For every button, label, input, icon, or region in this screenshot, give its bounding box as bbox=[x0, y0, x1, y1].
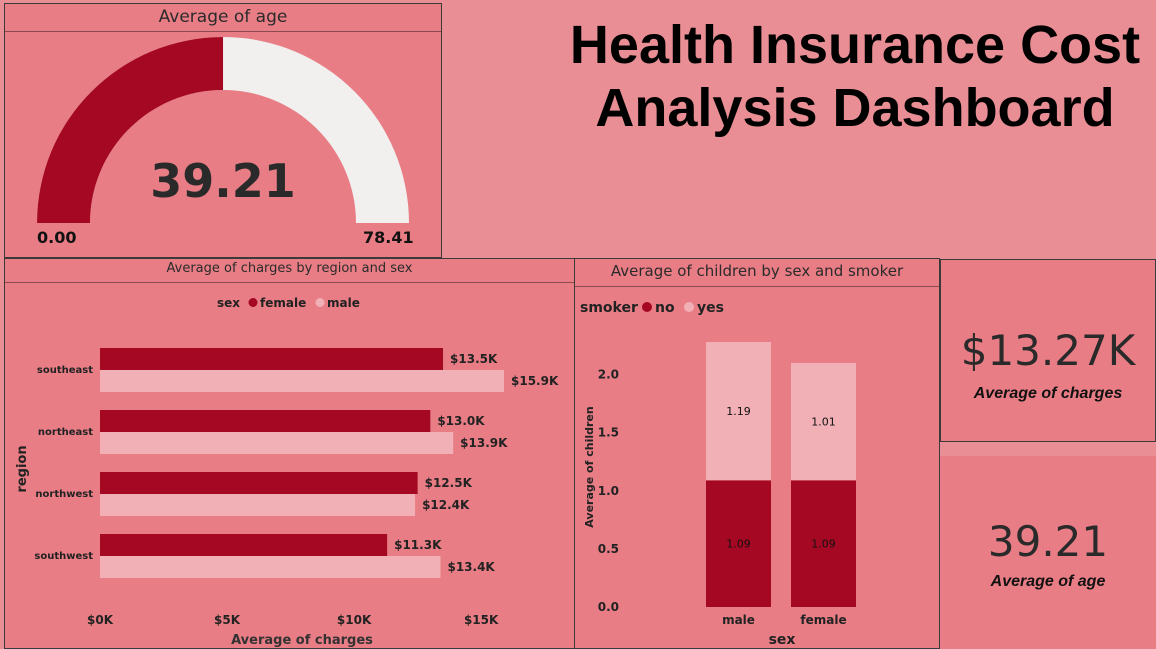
y-axis-title: region bbox=[15, 445, 30, 492]
y-tick-label: 2.0 bbox=[598, 368, 619, 382]
legend-swatch-no bbox=[642, 302, 652, 312]
data-label-yes-female: 1.01 bbox=[811, 416, 836, 429]
data-label-yes-male: 1.19 bbox=[726, 405, 751, 418]
bar-male-northeast[interactable] bbox=[100, 432, 454, 454]
data-label-male-southeast: $15.9K bbox=[511, 374, 559, 388]
bar-female-southeast[interactable] bbox=[100, 348, 444, 370]
smoker-legend: smoker no yes bbox=[580, 300, 724, 316]
charges-by-region-panel: Average of charges by region and sex sex… bbox=[4, 258, 575, 649]
gauge-panel: Average of age 39.21 0.00 78.41 bbox=[4, 3, 442, 258]
column-yes-female[interactable] bbox=[791, 362, 856, 481]
data-label-male-southwest: $13.4K bbox=[447, 560, 495, 574]
data-label-female-southeast: $13.5K bbox=[450, 352, 498, 366]
children-title-divider bbox=[575, 286, 939, 287]
gauge-fill bbox=[37, 37, 224, 224]
children-chart-title: Average of children by sex and smoker bbox=[610, 262, 904, 280]
age-gauge bbox=[37, 37, 409, 224]
column-no-male[interactable] bbox=[706, 480, 771, 607]
category-label-southeast: southeast bbox=[37, 365, 93, 376]
x-tick-label: $10K bbox=[337, 613, 372, 627]
y-tick-label: 0.5 bbox=[598, 542, 619, 556]
smoker-legend-title: smoker bbox=[580, 300, 638, 316]
legend-label-female: female bbox=[260, 296, 306, 310]
charges-legend-title: sex bbox=[217, 296, 240, 310]
category-label-northeast: northeast bbox=[38, 427, 93, 438]
data-label-female-northeast: $13.0K bbox=[437, 414, 485, 428]
y-tick-label: 0.0 bbox=[598, 600, 619, 614]
category-label-northwest: northwest bbox=[35, 489, 93, 500]
gauge-max-label: 78.41 bbox=[363, 228, 414, 247]
data-label-female-northwest: $12.5K bbox=[425, 476, 473, 490]
y-tick-label: 1.0 bbox=[598, 484, 619, 498]
legend-label-yes: yes bbox=[697, 300, 724, 316]
y-tick-label: 1.5 bbox=[598, 426, 619, 440]
x-tick-label: $5K bbox=[214, 613, 241, 627]
dashboard-title: Health Insurance Cost Analysis Dashboard bbox=[569, 15, 1141, 138]
gauge-title: Average of age bbox=[158, 7, 288, 27]
charges-legend: sex female male bbox=[217, 296, 360, 310]
bar-female-southwest[interactable] bbox=[100, 534, 388, 556]
legend-swatch-female bbox=[248, 298, 258, 307]
legend-label-no: no bbox=[655, 300, 675, 316]
gauge-title-divider bbox=[5, 31, 441, 32]
y-axis-title: Average of children bbox=[583, 406, 596, 527]
data-label-male-northeast: $13.9K bbox=[460, 436, 508, 450]
gauge-value: 39.21 bbox=[150, 154, 296, 208]
category-label-male: male bbox=[722, 613, 755, 627]
data-label-no-female: 1.09 bbox=[811, 538, 836, 551]
x-axis-title: sex bbox=[769, 632, 796, 648]
charges-title-divider bbox=[5, 282, 574, 283]
charges-bar-chart: sex female male southeast $13.5K $15.9K northe… bbox=[15, 296, 559, 648]
legend-swatch-male bbox=[315, 298, 325, 307]
bar-female-northeast[interactable] bbox=[100, 410, 431, 432]
charges-card-label: Average of charges bbox=[973, 385, 1123, 402]
bar-male-northwest[interactable] bbox=[100, 494, 416, 516]
age-card: 39.21 Average of age bbox=[940, 456, 1156, 649]
legend-label-male: male bbox=[327, 296, 360, 310]
bar-male-southeast[interactable] bbox=[100, 370, 504, 392]
charges-chart-title: Average of charges by region and sex bbox=[166, 261, 413, 276]
charges-card: $13.27K Average of charges bbox=[940, 259, 1156, 442]
x-tick-label: $0K bbox=[87, 613, 114, 627]
category-label-southwest: southwest bbox=[34, 551, 93, 562]
age-card-label: Average of age bbox=[990, 573, 1106, 590]
gauge-min-label: 0.00 bbox=[37, 228, 77, 247]
column-no-female[interactable] bbox=[791, 480, 856, 607]
x-tick-label: $15K bbox=[464, 613, 499, 627]
bar-male-southwest[interactable] bbox=[100, 556, 441, 578]
legend-swatch-yes bbox=[684, 302, 694, 312]
column-yes-male[interactable] bbox=[706, 342, 771, 481]
data-label-female-southwest: $11.3K bbox=[394, 538, 442, 552]
age-card-value: 39.21 bbox=[987, 517, 1109, 566]
data-label-no-male: 1.09 bbox=[726, 538, 751, 551]
data-label-male-northwest: $12.4K bbox=[422, 498, 470, 512]
children-by-sex-panel: Average of children by sex and smoker sm… bbox=[574, 258, 940, 649]
x-axis-title: Average of charges bbox=[231, 633, 373, 648]
charges-card-value: $13.27K bbox=[960, 326, 1136, 375]
bar-female-northwest[interactable] bbox=[100, 472, 418, 494]
category-label-female: female bbox=[800, 613, 846, 627]
children-column-chart: smoker no yes 0.0 0.5 1.0 1.5 2.0 Average of chi… bbox=[580, 300, 856, 648]
